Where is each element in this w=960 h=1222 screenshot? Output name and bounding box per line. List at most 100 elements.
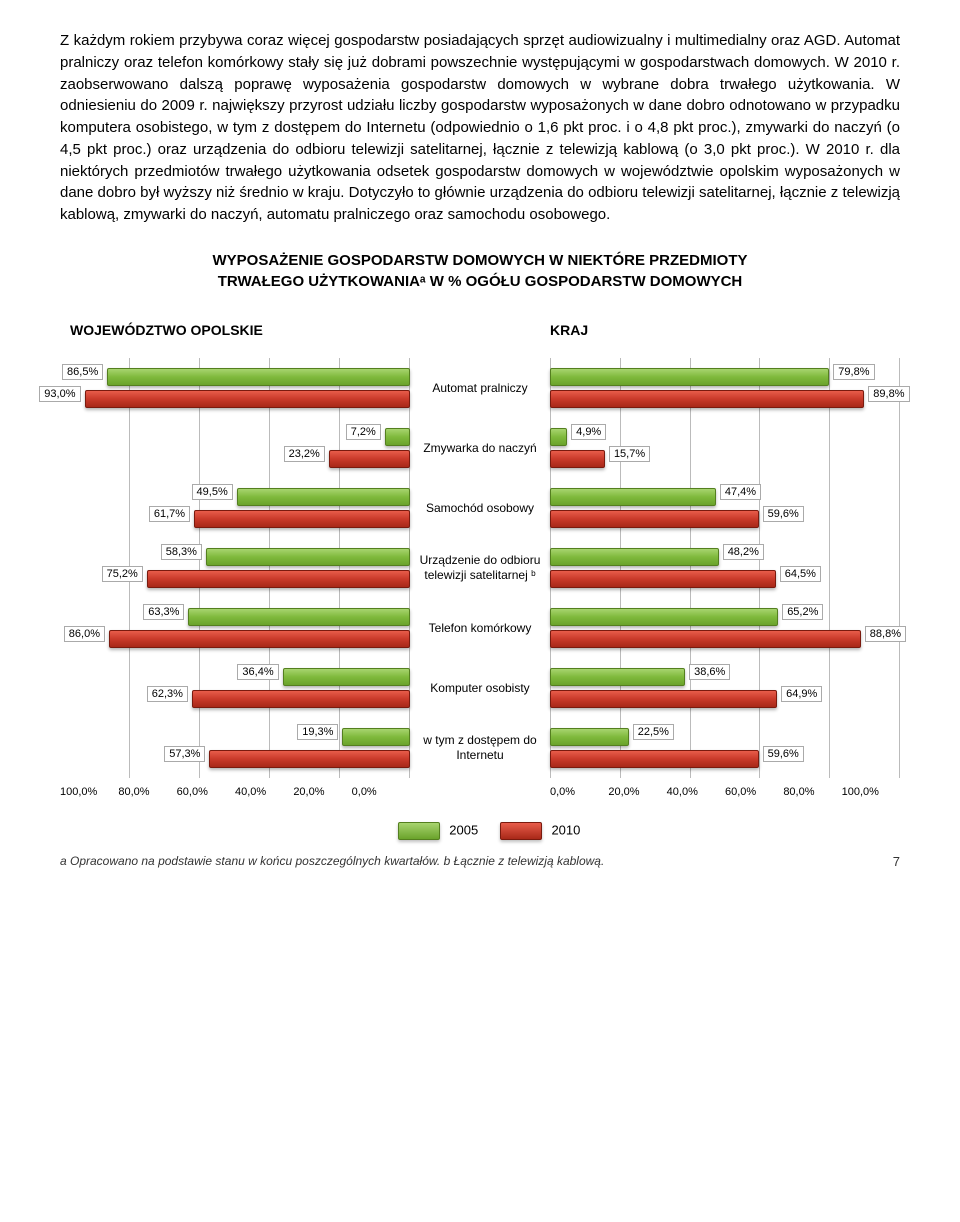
bar-2010 — [329, 450, 410, 468]
bar-2010 — [550, 390, 864, 408]
bar-2010 — [550, 630, 861, 648]
chart-right-panel: 79,8%89,8%4,9%15,7%47,4%59,6%48,2%64,5%6… — [550, 358, 900, 778]
bar-label-2005: 63,3% — [143, 604, 184, 620]
bar-2005 — [188, 608, 410, 626]
bar-label-2010: 75,2% — [102, 566, 143, 582]
bar-label-2005: 48,2% — [723, 544, 764, 560]
axis-tick: 0,0% — [352, 786, 410, 798]
chart-heading: WYPOSAŻENIE GOSPODARSTW DOMOWYCH W NIEKT… — [60, 250, 900, 292]
bar-label-2005: 86,5% — [62, 364, 103, 380]
legend: 2005 2010 — [60, 822, 900, 840]
subhead-left: WOJEWÓDZTWO OPOLSKIE — [60, 322, 420, 338]
legend-label-2005: 2005 — [449, 822, 478, 837]
axis-tick: 100,0% — [842, 786, 900, 798]
legend-swatch-2010 — [500, 822, 542, 840]
category-label: Komputer osobisty — [410, 658, 550, 718]
chart-row-right: 22,5% 59,6% — [550, 718, 900, 778]
bar-2010 — [550, 750, 759, 768]
bar-label-2010: 86,0% — [64, 626, 105, 642]
bar-2005 — [283, 668, 410, 686]
bar-2005 — [107, 368, 410, 386]
chart-category-labels: Automat pralniczyZmywarka do naczyńSamoc… — [410, 358, 550, 778]
bar-2010 — [550, 450, 605, 468]
bar-label-2005: 22,5% — [633, 724, 674, 740]
x-axis: 100,0%80,0%60,0%40,0%20,0%0,0% 0,0%20,0%… — [60, 786, 900, 798]
bar-2005 — [550, 428, 567, 446]
bar-2005 — [550, 608, 778, 626]
bar-2005 — [550, 368, 829, 386]
bar-label-2010: 88,8% — [865, 626, 906, 642]
footnote: a Opracowano na podstawie stanu w końcu … — [60, 854, 900, 868]
legend-label-2010: 2010 — [551, 822, 580, 837]
body-paragraph: Z każdym rokiem przybywa coraz więcej go… — [60, 30, 900, 226]
bar-label-2010: 61,7% — [149, 506, 190, 522]
axis-tick: 60,0% — [725, 786, 783, 798]
bar-label-2010: 57,3% — [164, 746, 205, 762]
chart-row-right: 47,4%59,6% — [550, 478, 900, 538]
bar-label-2005: 47,4% — [720, 484, 761, 500]
bar-2010 — [550, 690, 777, 708]
chart-row-left: 49,5%61,7% — [60, 478, 410, 538]
category-label: Automat pralniczy — [410, 358, 550, 418]
bar-2005 — [206, 548, 410, 566]
chart-row-right: 4,9%15,7% — [550, 418, 900, 478]
chart-row-right: 79,8%89,8% — [550, 358, 900, 418]
bar-label-2005: 79,8% — [833, 364, 874, 380]
bar-2005 — [385, 428, 410, 446]
axis-tick: 0,0% — [550, 786, 608, 798]
bar-2010 — [192, 690, 410, 708]
bar-label-2010: 23,2% — [284, 446, 325, 462]
bar-label-2005: 7,2% — [346, 424, 381, 440]
bar-label-2010: 62,3% — [147, 686, 188, 702]
chart: 86,5%93,0% 7,2% 23,2% 49,5%61,7% 58,3% 75,2% 6… — [60, 358, 900, 778]
chart-left-panel: 86,5%93,0% 7,2% 23,2% 49,5%61,7% 58,3% 75,2% 6… — [60, 358, 410, 778]
bar-2010 — [550, 570, 776, 588]
chart-row-left: 36,4% 62,3% — [60, 658, 410, 718]
bar-label-2010: 59,6% — [763, 506, 804, 522]
category-label: Telefon komórkowy — [410, 598, 550, 658]
bar-label-2005: 38,6% — [689, 664, 730, 680]
category-label: w tym z dostępem do Internetu — [410, 718, 550, 778]
bar-label-2010: 93,0% — [39, 386, 80, 402]
bar-2005 — [342, 728, 410, 746]
legend-swatch-2005 — [398, 822, 440, 840]
bar-label-2010: 89,8% — [868, 386, 909, 402]
axis-tick: 20,0% — [608, 786, 666, 798]
bar-label-2005: 4,9% — [571, 424, 606, 440]
bar-label-2005: 58,3% — [161, 544, 202, 560]
chart-subheadings: WOJEWÓDZTWO OPOLSKIE KRAJ — [60, 322, 900, 338]
axis-tick: 80,0% — [783, 786, 841, 798]
category-label: Zmywarka do naczyń — [410, 418, 550, 478]
bar-label-2005: 49,5% — [192, 484, 233, 500]
chart-row-left: 86,5%93,0% — [60, 358, 410, 418]
axis-tick: 80,0% — [118, 786, 176, 798]
bar-2005 — [550, 668, 685, 686]
category-label: Samochód osobowy — [410, 478, 550, 538]
chart-row-left: 7,2% 23,2% — [60, 418, 410, 478]
axis-tick: 40,0% — [667, 786, 725, 798]
chart-row-right: 65,2%88,8% — [550, 598, 900, 658]
bar-2010 — [109, 630, 410, 648]
bar-2010 — [550, 510, 759, 528]
chart-row-right: 48,2% 64,5% — [550, 538, 900, 598]
chart-row-left: 58,3% 75,2% — [60, 538, 410, 598]
bar-label-2010: 64,9% — [781, 686, 822, 702]
axis-tick: 60,0% — [177, 786, 235, 798]
bar-label-2010: 59,6% — [763, 746, 804, 762]
axis-tick: 100,0% — [60, 786, 118, 798]
bar-2005 — [550, 488, 716, 506]
bar-2010 — [194, 510, 410, 528]
category-label: Urządzenie do odbioru telewizji satelita… — [410, 538, 550, 598]
axis-tick: 40,0% — [235, 786, 293, 798]
bar-label-2010: 64,5% — [780, 566, 821, 582]
bar-label-2005: 19,3% — [297, 724, 338, 740]
chart-row-left: 63,3% 86,0% — [60, 598, 410, 658]
bar-label-2005: 65,2% — [782, 604, 823, 620]
bar-2005 — [550, 548, 719, 566]
bar-2010 — [147, 570, 410, 588]
bar-2010 — [209, 750, 410, 768]
bar-2010 — [85, 390, 411, 408]
axis-tick: 20,0% — [293, 786, 351, 798]
bar-label-2005: 36,4% — [237, 664, 278, 680]
page-number: 7 — [893, 854, 900, 869]
